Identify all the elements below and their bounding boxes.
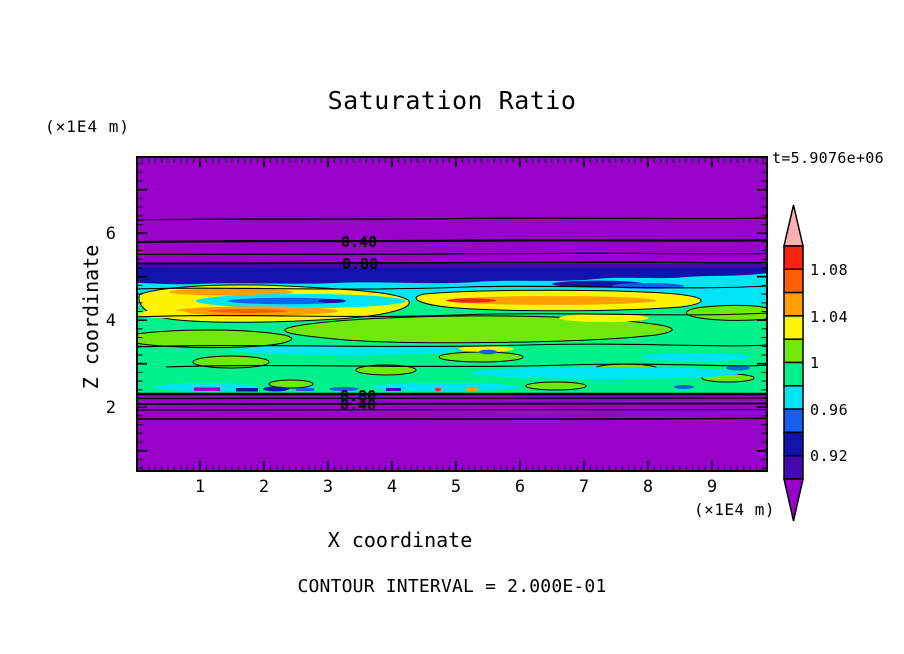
axis-ticks: [138, 158, 766, 470]
contour-label-top-040: 0.40: [341, 233, 378, 251]
contour-field: [136, 156, 768, 472]
y-tick-label-4: 4: [105, 311, 116, 331]
colorbar-label-104: 1.04: [810, 308, 849, 326]
colorbar-arrow-bottom: [783, 478, 804, 522]
colorbar-label-096: 0.96: [810, 401, 849, 419]
x-tick-label-4: 4: [386, 477, 398, 497]
contour-label-top-080: 0.80: [342, 255, 379, 273]
colorbar-arrow-top: [783, 204, 804, 247]
time-annotation: t=5.9076e+06: [772, 149, 884, 167]
x-tick-label-3: 3: [322, 477, 334, 497]
y-tick-label-2: 2: [105, 398, 116, 418]
page-title: Saturation Ratio: [327, 86, 577, 115]
colorbar-cells: [783, 245, 804, 480]
x-tick-label-6: 6: [514, 477, 526, 497]
x-axis-unit-label: (×1E4 m): [693, 500, 775, 519]
x-tick-label-2: 2: [258, 477, 270, 497]
contour-label-bottom-040: 0.40: [340, 396, 377, 414]
colorbar: [783, 204, 804, 522]
x-axis-title: X coordinate: [327, 528, 473, 552]
contour-interval-note: CONTOUR INTERVAL = 2.000E-01: [297, 576, 607, 597]
x-tick-label-5: 5: [450, 477, 462, 497]
plot-frame: [136, 156, 768, 472]
plot-area: [136, 156, 768, 472]
colorbar-label-100: 1: [810, 354, 820, 372]
colorbar-label-092: 0.92: [810, 447, 849, 465]
x-tick-label-7: 7: [578, 477, 590, 497]
x-tick-label-8: 8: [642, 477, 654, 497]
colorbar-label-108: 1.08: [810, 261, 849, 279]
contour-label-bottom-080: 0.80: [340, 387, 377, 405]
x-tick-label-1: 1: [194, 477, 206, 497]
y-axis-unit-label: (×1E4 m): [45, 117, 131, 136]
y-tick-label-6: 6: [105, 224, 116, 244]
x-tick-label-9: 9: [706, 477, 718, 497]
